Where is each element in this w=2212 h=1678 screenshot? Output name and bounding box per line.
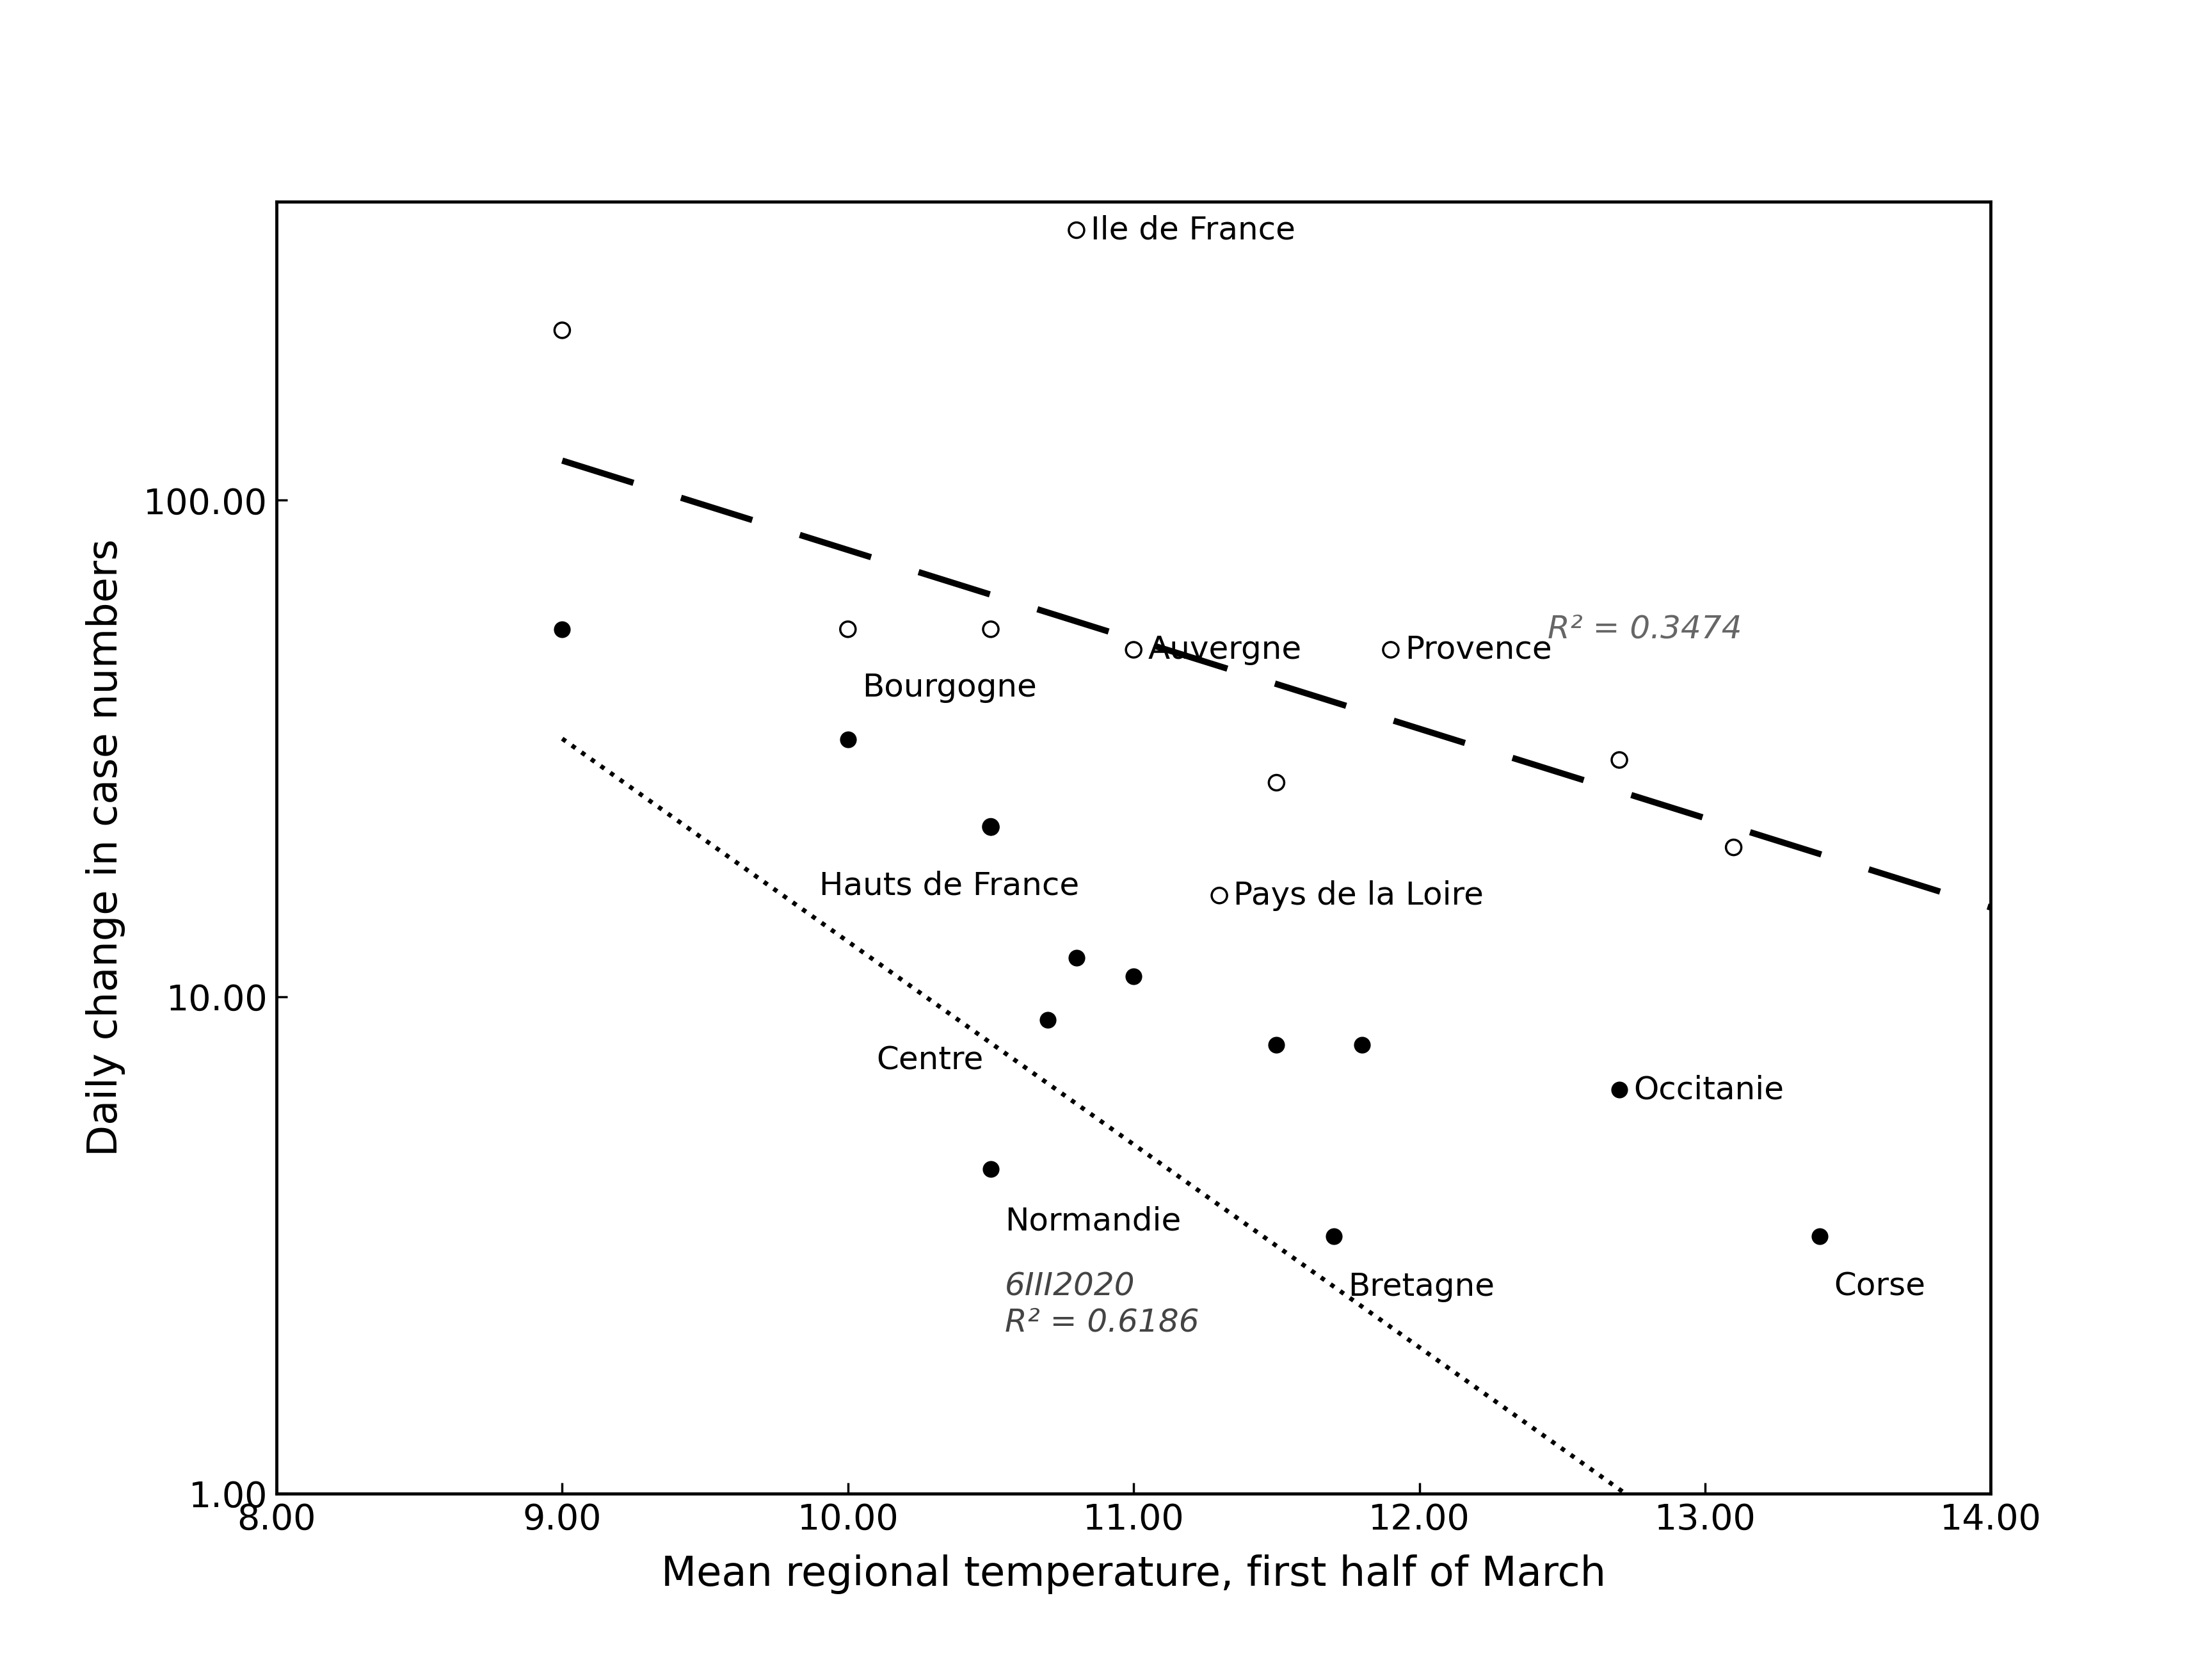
Point xyxy=(1115,963,1150,990)
Text: Normandie: Normandie xyxy=(1004,1205,1181,1237)
Text: Bretagne: Bretagne xyxy=(1347,1272,1495,1302)
Text: Auvergne: Auvergne xyxy=(1148,634,1301,664)
Point xyxy=(1601,747,1637,774)
Point xyxy=(973,814,1009,841)
Point xyxy=(1345,1032,1380,1059)
Point xyxy=(544,317,580,344)
Text: Bourgogne: Bourgogne xyxy=(863,673,1037,703)
Point xyxy=(1201,883,1237,909)
Point xyxy=(973,814,1009,841)
Y-axis label: Daily change in case numbers: Daily change in case numbers xyxy=(86,539,126,1156)
Text: Ile de France: Ile de France xyxy=(1091,215,1296,245)
Point xyxy=(1374,636,1409,663)
Point xyxy=(1316,1223,1352,1250)
Point xyxy=(830,727,865,753)
X-axis label: Mean regional temperature, first half of March: Mean regional temperature, first half of… xyxy=(661,1556,1606,1594)
Text: R² = 0.3474: R² = 0.3474 xyxy=(1548,614,1743,644)
Point xyxy=(1060,216,1095,243)
Point xyxy=(973,1156,1009,1183)
Text: 6III2020
R² = 0.6186: 6III2020 R² = 0.6186 xyxy=(1004,1272,1199,1337)
Point xyxy=(1717,834,1752,861)
Point xyxy=(1259,1032,1294,1059)
Text: Corse: Corse xyxy=(1834,1272,1924,1302)
Point xyxy=(830,616,865,643)
Text: Hauts de France: Hauts de France xyxy=(818,871,1079,901)
Point xyxy=(1060,945,1095,972)
Text: Centre: Centre xyxy=(876,1045,984,1076)
Point xyxy=(1031,1007,1066,1034)
Point xyxy=(1115,636,1150,663)
Point xyxy=(1601,1076,1637,1102)
Point xyxy=(544,616,580,643)
Text: Provence: Provence xyxy=(1405,634,1553,664)
Point xyxy=(973,616,1009,643)
Text: Occitanie: Occitanie xyxy=(1635,1074,1785,1106)
Text: Pays de la Loire: Pays de la Loire xyxy=(1234,881,1484,911)
Point xyxy=(1803,1223,1838,1250)
Point xyxy=(1259,769,1294,795)
